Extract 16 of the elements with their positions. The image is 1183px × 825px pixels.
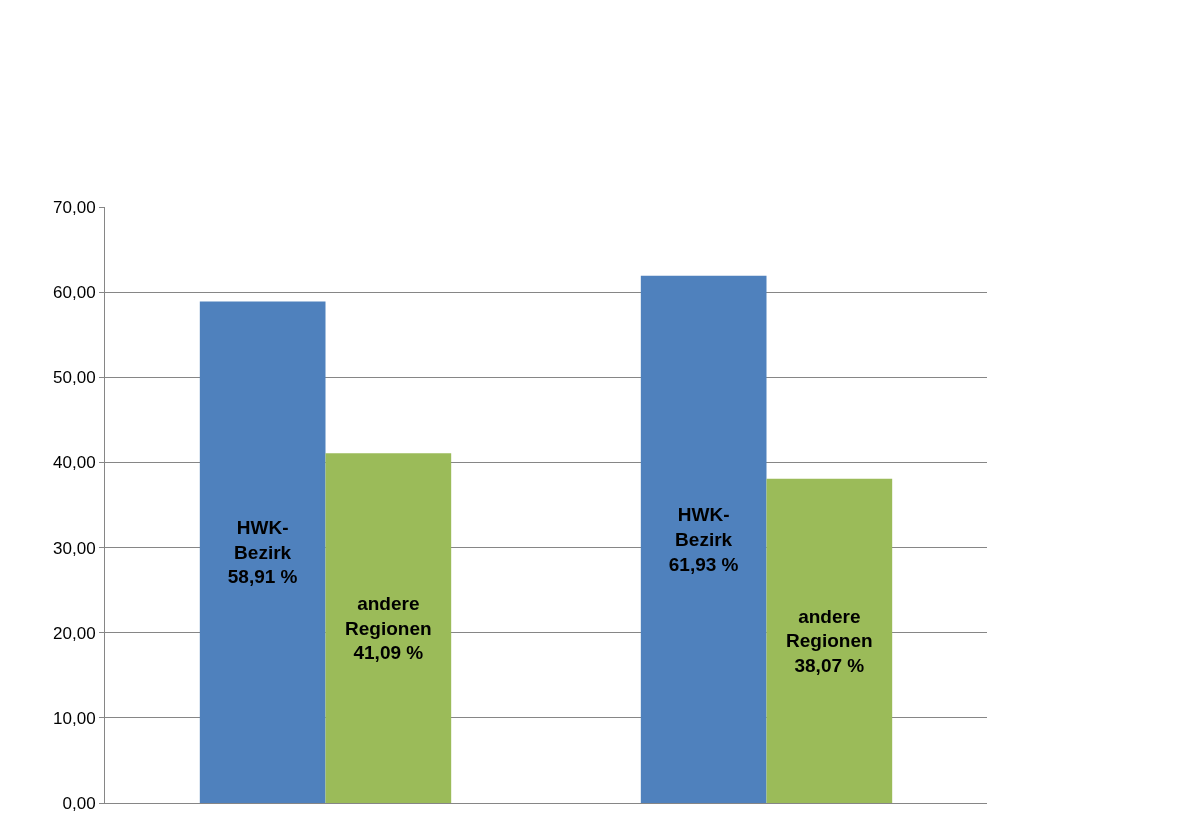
bar <box>766 478 893 803</box>
y-tick-label: 50,00 <box>53 368 96 388</box>
y-tick-label: 30,00 <box>53 538 96 558</box>
y-tick-label: 60,00 <box>53 283 96 303</box>
data-label: andere Regionen 38,07 % <box>786 605 873 677</box>
y-tick-label: 0,00 <box>62 793 96 813</box>
bar <box>640 275 767 803</box>
data-label: HWK- Bezirk 61,93 % <box>668 504 739 575</box>
bar <box>199 301 326 803</box>
y-tick-label: 70,00 <box>53 197 96 217</box>
data-label: HWK- Bezirk 58,91 % <box>227 517 298 588</box>
y-tick-label: 10,00 <box>53 708 96 728</box>
bar <box>325 453 452 803</box>
data-label: andere Regionen 41,09 % <box>345 592 432 664</box>
y-tick-label: 20,00 <box>53 623 96 643</box>
y-tick-label: 40,00 <box>53 453 96 473</box>
